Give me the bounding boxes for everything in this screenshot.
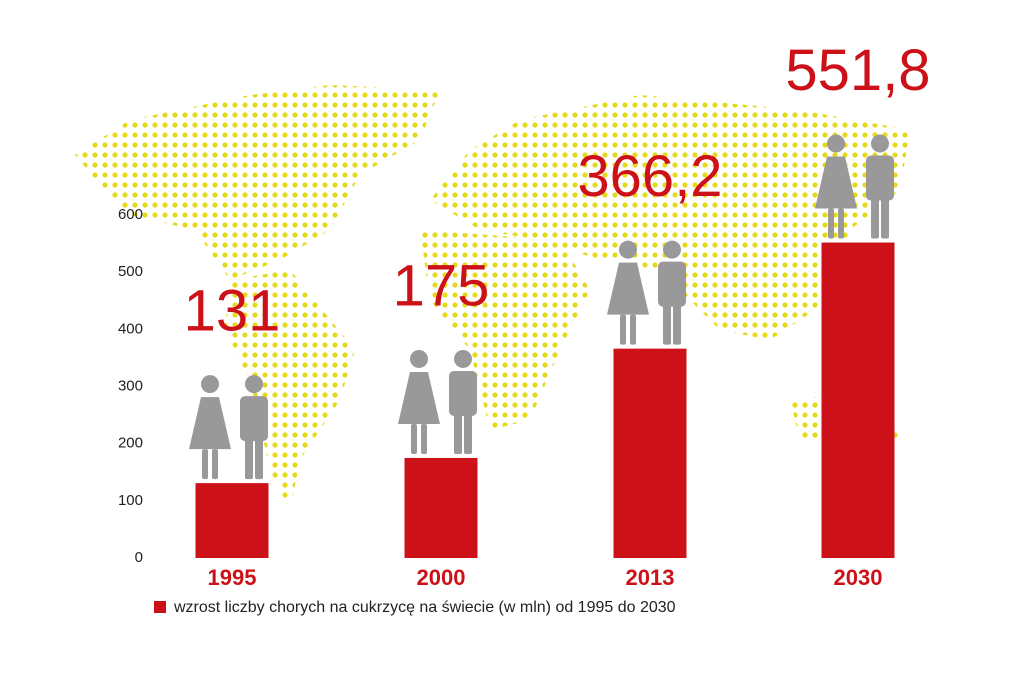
bar [195,483,269,558]
leg [673,302,681,345]
leg [881,196,889,239]
leg [202,449,208,480]
leg [212,449,218,480]
bar [404,457,478,558]
leg [454,411,462,454]
value-label: 131 [184,278,281,343]
legend-swatch [154,601,166,613]
man-icon [866,134,894,239]
head [663,240,681,259]
legend-label: wzrost liczby chorych na cukrzycę na świ… [173,599,676,616]
y-tick-label: 600 [118,206,143,223]
woman-icon [398,349,440,454]
y-tick-label: 300 [118,377,143,394]
leg [663,302,671,345]
body [815,156,857,209]
man-icon [658,240,686,345]
bar [613,348,687,558]
man-icon [449,349,477,454]
body [607,262,649,315]
head [619,240,637,259]
leg [871,196,879,239]
head [827,134,845,153]
leg [828,208,834,239]
head [410,349,428,368]
woman-icon [815,134,857,239]
body [398,371,440,424]
head [871,134,889,153]
body [866,155,894,201]
y-tick-label: 100 [118,492,143,509]
woman-icon [607,240,649,345]
leg [630,314,636,345]
head [454,349,472,368]
value-label: 366,2 [577,144,722,209]
leg [255,437,263,480]
body [189,397,231,450]
head [201,375,219,394]
value-label: 551,8 [785,38,930,103]
man-icon [240,375,268,480]
leg [464,411,472,454]
leg [411,423,417,454]
x-tick-label: 2030 [834,565,883,590]
woman-icon [189,375,231,480]
x-tick-label: 1995 [208,565,257,590]
x-tick-label: 2000 [417,565,466,590]
leg [245,437,253,480]
x-tick-label: 2013 [626,565,675,590]
bar [821,242,895,559]
body [240,396,268,442]
body [449,370,477,416]
leg [421,423,427,454]
y-tick-label: 0 [135,549,143,566]
y-tick-label: 400 [118,320,143,337]
head [245,375,263,394]
leg [620,314,626,345]
y-tick-label: 500 [118,263,143,280]
y-tick-label: 200 [118,435,143,452]
value-label: 175 [393,253,490,318]
body [658,261,686,307]
leg [838,208,844,239]
